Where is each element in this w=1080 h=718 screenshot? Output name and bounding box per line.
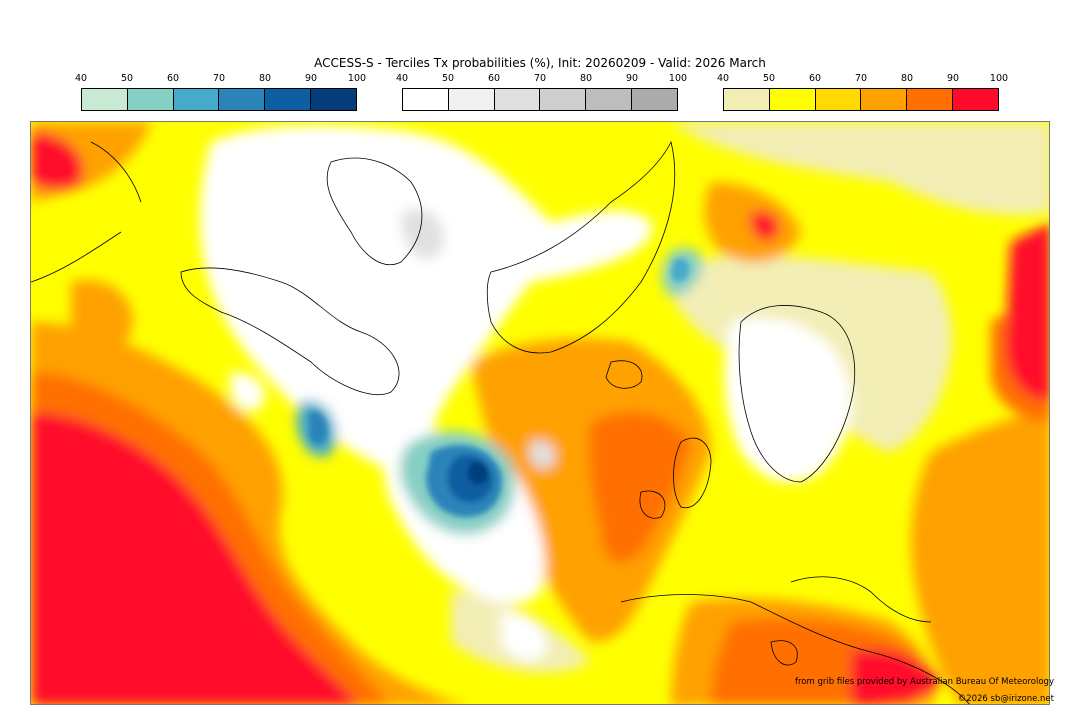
colorbar-above-normal: 40 50 60 70 80 90 100 xyxy=(714,73,1008,113)
tick-label: 40 xyxy=(395,73,409,84)
tick-label: 90 xyxy=(304,73,318,84)
color-swatch xyxy=(815,89,862,110)
tick-label: 80 xyxy=(579,73,593,84)
tick-label: 70 xyxy=(533,73,547,84)
colorbar-ticks: 40 50 60 70 80 90 100 xyxy=(714,73,1008,87)
color-swatch xyxy=(219,89,266,110)
tick-label: 40 xyxy=(716,73,730,84)
color-swatch xyxy=(448,89,495,110)
tick-label: 70 xyxy=(212,73,226,84)
color-swatch xyxy=(173,89,220,110)
copyright-text: ©2026 sb@irizone.net xyxy=(957,694,1054,704)
below-normal-cores xyxy=(309,258,690,517)
tick-label: 60 xyxy=(808,73,822,84)
probability-fields xyxy=(31,122,1049,704)
color-swatch xyxy=(861,89,908,110)
tick-label: 90 xyxy=(625,73,639,84)
map-title: ACCESS-S - Terciles Tx probabilities (%)… xyxy=(314,56,766,70)
tick-label: 100 xyxy=(668,73,688,84)
color-swatch xyxy=(311,89,356,110)
colorbar-ticks: 40 50 60 70 80 90 100 xyxy=(393,73,687,87)
tick-label: 80 xyxy=(900,73,914,84)
color-swatch xyxy=(907,89,954,110)
tick-label: 60 xyxy=(487,73,501,84)
color-swatch xyxy=(724,89,770,110)
color-swatch xyxy=(265,89,312,110)
colorbar-below-normal: 40 50 60 70 80 90 100 xyxy=(72,73,366,113)
color-swatch xyxy=(127,89,174,110)
data-source-credit: from grib files provided by Australian B… xyxy=(794,677,1054,687)
map-canvas xyxy=(31,122,1049,704)
colorbar-swatches xyxy=(81,88,357,111)
colorbar-swatches xyxy=(723,88,999,111)
colorbar-swatches xyxy=(402,88,678,111)
color-swatch xyxy=(494,89,541,110)
tick-label: 50 xyxy=(441,73,455,84)
tick-label: 60 xyxy=(166,73,180,84)
coastlines xyxy=(31,140,970,704)
tick-label: 70 xyxy=(854,73,868,84)
tick-label: 50 xyxy=(762,73,776,84)
probability-map xyxy=(30,121,1050,705)
color-swatch xyxy=(82,89,128,110)
tick-label: 40 xyxy=(74,73,88,84)
color-swatch xyxy=(769,89,816,110)
tick-label: 50 xyxy=(120,73,134,84)
tick-label: 80 xyxy=(258,73,272,84)
tick-label: 100 xyxy=(989,73,1009,84)
color-swatch xyxy=(632,89,677,110)
color-swatch xyxy=(540,89,587,110)
tick-label: 90 xyxy=(946,73,960,84)
colorbar-ticks: 40 50 60 70 80 90 100 xyxy=(72,73,366,87)
color-swatch xyxy=(403,89,449,110)
tick-label: 100 xyxy=(347,73,367,84)
color-swatch xyxy=(953,89,998,110)
color-swatch xyxy=(586,89,633,110)
colorbar-near-normal: 40 50 60 70 80 90 100 xyxy=(393,73,687,113)
